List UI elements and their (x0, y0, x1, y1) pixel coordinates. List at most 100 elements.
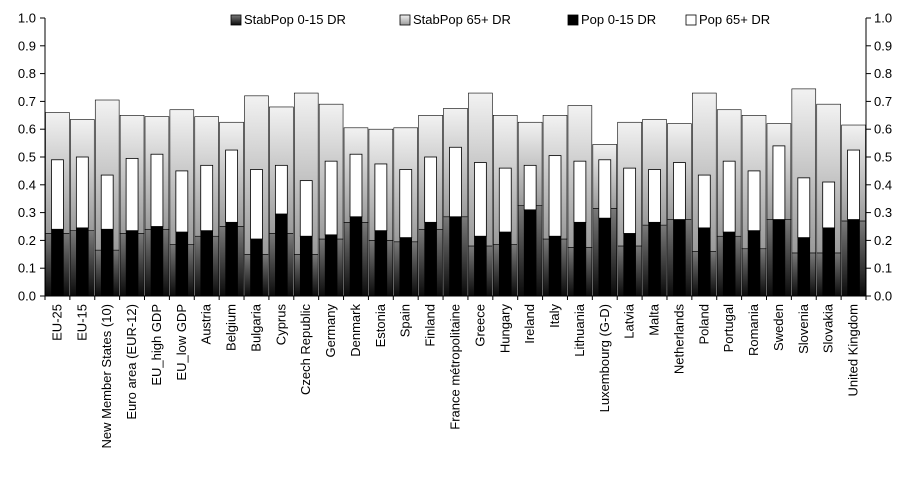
bar-group (617, 121, 642, 297)
legend-swatch-stabpop-65 (399, 14, 411, 26)
x-tick-label: Finland (423, 304, 438, 347)
x-tick-label: Spain (398, 304, 413, 337)
bar-group (468, 92, 493, 297)
bar-group (766, 123, 792, 297)
right-y-tick-label: 0.0 (874, 289, 892, 304)
left-y-tick-label: 0.5 (18, 150, 36, 165)
bar-pop-65 (225, 149, 238, 223)
left-y-tick-label: 0.2 (18, 233, 36, 248)
x-tick-label: EU_high GDP (149, 304, 164, 386)
bar-pop-65 (424, 156, 437, 223)
bar-group (642, 119, 667, 297)
bar-pop-0-15 (598, 217, 612, 297)
right-y-tick-label: 0.1 (874, 261, 892, 276)
x-tick-label: United Kingdom (846, 304, 861, 397)
bar-group (119, 115, 145, 297)
bar-pop-0-15 (797, 237, 811, 297)
bar-pop-65 (200, 164, 214, 232)
bar-pop-0-15 (225, 222, 238, 297)
x-tick-label: France métropolitaine (448, 304, 463, 430)
x-tick-label: Ireland (522, 304, 537, 344)
x-tick-label: Bulgaria (248, 303, 263, 351)
legend-swatch-stabpop-0-15 (230, 14, 242, 26)
bar-group (542, 115, 568, 297)
left-y-tick-label: 0.3 (18, 205, 36, 220)
bar-group (816, 103, 841, 297)
bar-pop-0-15 (498, 231, 512, 297)
x-tick-label: Portugal (721, 304, 736, 353)
bar-pop-65 (847, 149, 860, 220)
x-tick-label: Lithuania (572, 303, 587, 357)
left-y-tick-label: 0.4 (18, 177, 36, 192)
bar-pop-65 (772, 145, 786, 220)
right-y-tick-label: 0.2 (874, 233, 892, 248)
bar-pop-65 (349, 153, 363, 218)
bar-pop-65 (299, 180, 313, 237)
bar-pop-65 (374, 163, 388, 232)
bar-group (144, 116, 170, 297)
bar-pop-0-15 (772, 219, 786, 297)
bar-pop-65 (548, 155, 562, 237)
bar-pop-0-15 (747, 230, 761, 297)
bar-group (244, 95, 269, 297)
x-tick-label: Germany (323, 304, 338, 358)
x-tick-label: Romania (746, 303, 761, 356)
legend: StabPop 0-15 DR StabPop 65+ DR Pop 0-15 … (230, 12, 770, 27)
legend-swatch-pop-65 (685, 14, 697, 26)
bar-group (169, 109, 195, 297)
bar-pop-65 (125, 157, 139, 232)
x-tick-label: Slovakia (821, 303, 836, 353)
bar-pop-65 (324, 160, 338, 236)
bar-pop-0-15 (51, 228, 64, 297)
bar-group (219, 121, 244, 297)
bar-pop-0-15 (623, 233, 636, 297)
bar-pop-0-15 (76, 227, 89, 297)
bar-pop-65 (523, 164, 537, 211)
right-y-tick-label: 1.0 (874, 11, 892, 26)
left-y-tick-label: 0.1 (18, 261, 36, 276)
bar-group (567, 105, 593, 297)
left-y-axis: 0.0 0.1 0.2 0.3 0.4 0.5 0.6 0.7 0.8 0.9 1.0 (18, 11, 46, 304)
left-y-tick-label: 0.7 (18, 94, 36, 109)
x-tick-label: Poland (696, 304, 711, 344)
bar-pop-65 (797, 177, 811, 239)
x-tick-label: Austria (199, 303, 214, 344)
bar-pop-0-15 (200, 230, 213, 297)
bar-group (269, 106, 294, 297)
left-y-tick-label: 0.8 (18, 66, 36, 81)
bar-pop-65 (150, 153, 164, 227)
right-y-tick-label: 0.7 (874, 94, 892, 109)
bar-group (194, 116, 219, 297)
x-tick-label: Netherlands (671, 304, 686, 375)
bar-pop-0-15 (822, 227, 835, 297)
x-tick-label: Denmark (348, 304, 363, 357)
left-y-tick-label: 1.0 (18, 11, 36, 26)
bar-pop-65 (697, 174, 711, 229)
left-y-tick-label: 0.0 (18, 289, 36, 304)
right-y-tick-label: 0.4 (874, 177, 892, 192)
bar-group (368, 128, 394, 297)
legend-item-pop-0-15: Pop 0-15 DR (567, 12, 656, 27)
bar-pop-0-15 (474, 235, 487, 297)
bar-pop-65 (175, 170, 189, 233)
bar-group (716, 109, 742, 297)
bar-pop-0-15 (523, 209, 537, 297)
bar-group (94, 99, 120, 297)
bar-pop-0-15 (250, 238, 263, 297)
bar-group (318, 103, 344, 297)
legend-item-stabpop-65: StabPop 65+ DR (399, 12, 511, 27)
bar-pop-65 (75, 156, 89, 229)
legend-swatch-pop-0-15 (567, 14, 579, 26)
bar-pop-65 (673, 162, 686, 220)
legend-item-pop-65: Pop 65+ DR (685, 12, 770, 27)
bar-pop-0-15 (698, 227, 711, 297)
right-y-tick-label: 0.8 (874, 66, 892, 81)
right-y-tick-label: 0.5 (874, 150, 892, 165)
bar-pop-65 (274, 164, 288, 215)
bar-pop-65 (822, 181, 836, 229)
bar-pop-65 (100, 174, 114, 230)
x-tick-label: Latvia (622, 303, 637, 338)
bar-pop-0-15 (349, 216, 363, 297)
bar-pop-65 (623, 167, 637, 234)
